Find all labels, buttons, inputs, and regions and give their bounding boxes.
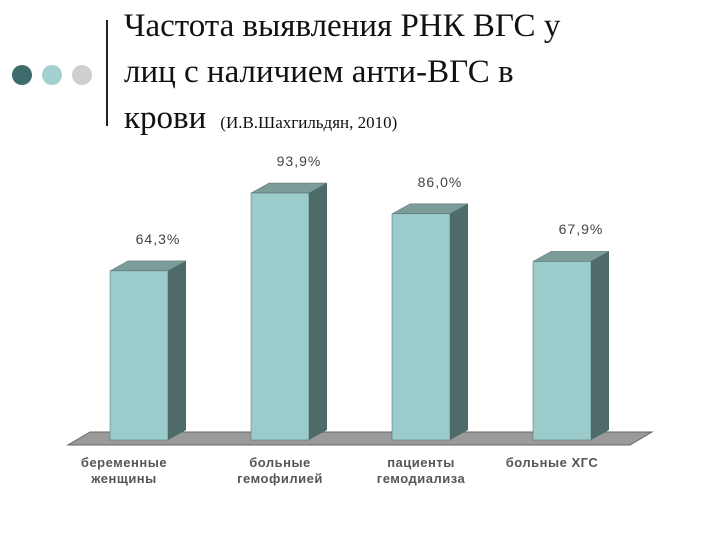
bar [109,270,169,441]
bar [532,261,592,441]
bar-side [168,260,186,440]
bar [391,213,451,441]
value-label: 67,9% [558,221,604,238]
title-line: Частота выявления РНК ВГС у [124,8,561,44]
title-line: крови (И.В.Шахгильдян, 2010) [124,100,398,136]
title-line: лиц с наличием анти-ВГС в [124,54,514,90]
decor-dot [12,65,32,85]
x-tick-label: больные ХГС [505,455,599,470]
value-label: 64,3% [135,230,181,247]
value-label: 93,9% [276,153,322,170]
x-tick-label: больные гемофилией [237,455,323,486]
decor-dot [42,65,62,85]
bar-side [591,251,609,440]
floor [66,431,654,446]
decor-dot [72,65,92,85]
bar [250,192,310,441]
bar-side [450,203,468,440]
subtitle: (И.В.Шахгильдян, 2010) [220,113,398,132]
x-tick-label: беременные женщины [80,455,168,486]
bar-side [309,183,327,440]
x-tick-label: пациенты гемодиализа [376,455,466,486]
value-label: 86,0% [417,173,463,190]
